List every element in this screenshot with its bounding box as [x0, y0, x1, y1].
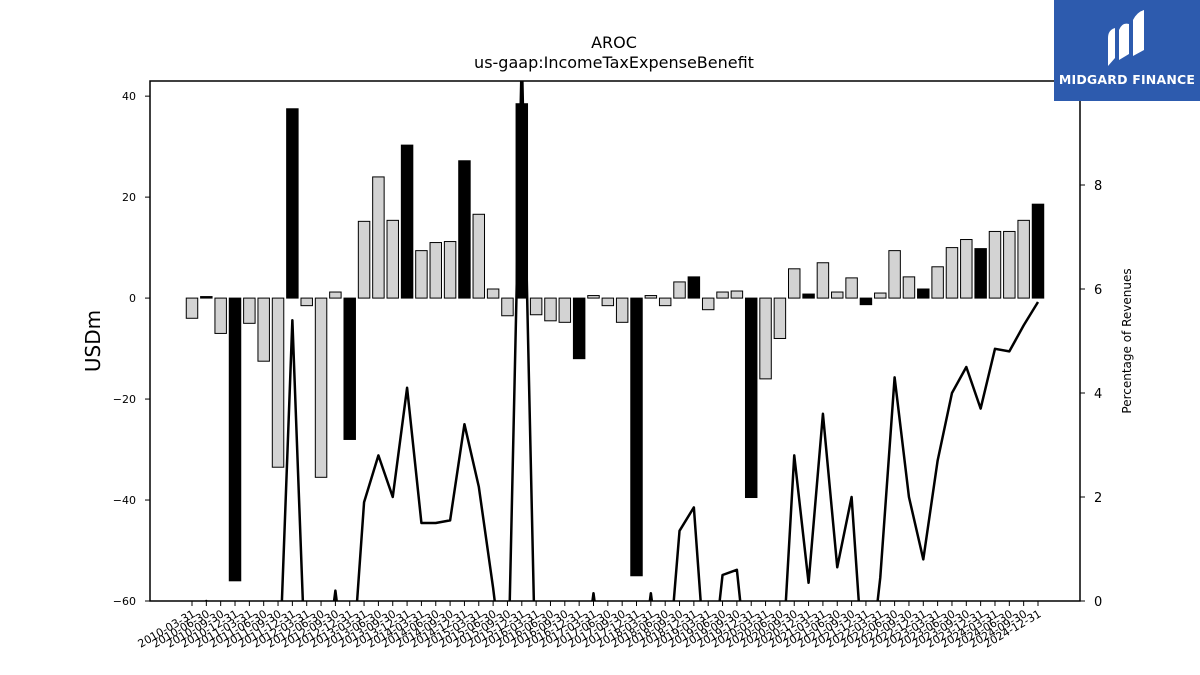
- y2-tick-label: 8: [1094, 179, 1102, 194]
- bar-2018-09-30: [673, 281, 686, 299]
- y2-tick-label: 4: [1094, 387, 1102, 402]
- logo-text: MIDGARD FINANCE: [1058, 72, 1196, 87]
- bar-2011-06-30: [257, 297, 270, 362]
- y-tick-label: 20: [122, 191, 136, 204]
- y-tick-label: −40: [113, 494, 136, 507]
- bar-2019-03-31: [701, 297, 715, 311]
- bar-2024-09-30: [1017, 219, 1030, 299]
- bar-2013-03-31: [357, 220, 371, 299]
- bar-2010-06-30: [200, 296, 213, 299]
- revenue-percentage-line: [205, 81, 1040, 601]
- y2-tick-label: 0: [1094, 595, 1102, 610]
- bar-2018-03-31: [644, 295, 658, 299]
- bar-2019-12-31: [744, 297, 758, 499]
- bar-2024-12-31: [1031, 203, 1045, 299]
- bar-2015-09-30: [501, 297, 514, 317]
- midgard-logo-icon: [1108, 10, 1144, 66]
- plot-frame: [149, 80, 1081, 602]
- bar-2012-03-31: [300, 297, 313, 307]
- y2-axis-label: Percentage of Revenues: [1120, 268, 1134, 413]
- bar-2016-09-30: [558, 297, 572, 323]
- bar-2010-12-31: [228, 297, 242, 582]
- bar-2019-06-30: [716, 291, 729, 299]
- bar-2022-03-31: [874, 292, 887, 299]
- y2-tick-label: 6: [1094, 283, 1102, 298]
- bar-2024-03-31: [988, 230, 1002, 299]
- bar-2012-09-30: [329, 291, 342, 299]
- bar-2023-03-31: [931, 266, 944, 299]
- bar-2014-12-31: [458, 160, 471, 299]
- bar-2014-09-30: [443, 241, 457, 299]
- bar-2014-03-31: [415, 250, 428, 299]
- bar-2020-03-31: [759, 297, 772, 380]
- chart-subtitle: us-gaap:IncomeTaxExpenseBenefit: [474, 53, 754, 72]
- bar-2020-12-31: [802, 293, 815, 299]
- bar-2014-06-30: [429, 242, 442, 299]
- chart-title: AROC: [591, 33, 637, 52]
- midgard-logo: MIDGARD FINANCE: [1054, 0, 1200, 101]
- bar-2021-06-30: [831, 291, 844, 299]
- bar-2011-12-31: [286, 108, 299, 299]
- bar-2022-09-30: [902, 276, 916, 299]
- bar-2023-09-30: [960, 239, 973, 299]
- y2-tick-label: 2: [1094, 491, 1102, 506]
- bar-2024-06-30: [1003, 230, 1016, 299]
- bar-2015-03-31: [472, 213, 486, 299]
- bar-2013-06-30: [372, 176, 385, 299]
- bar-2018-06-30: [658, 297, 672, 307]
- bar-2011-09-30: [271, 297, 285, 468]
- bar-2017-06-30: [601, 297, 615, 307]
- bar-2017-09-30: [615, 297, 629, 323]
- bar-2010-09-30: [214, 297, 227, 334]
- bar-2020-06-30: [773, 297, 787, 339]
- bar-2017-03-31: [587, 295, 600, 299]
- bar-2016-12-31: [572, 297, 586, 360]
- y-axis-label: USDm: [81, 310, 105, 372]
- bar-2016-06-30: [544, 297, 557, 322]
- bar-2019-09-30: [730, 290, 744, 299]
- bar-2011-03-31: [243, 297, 256, 324]
- y-tick-label: 0: [129, 292, 136, 305]
- bar-2022-06-30: [888, 250, 901, 299]
- bar-2018-12-31: [687, 276, 701, 299]
- y-tick-label: 40: [122, 90, 136, 103]
- bar-2020-09-30: [788, 268, 801, 299]
- bar-2021-12-31: [859, 297, 873, 306]
- y-tick-label: −60: [113, 595, 136, 608]
- bar-2013-12-31: [400, 144, 414, 299]
- bar-2012-12-31: [343, 297, 356, 440]
- bar-2021-03-31: [816, 262, 830, 299]
- bar-2010-03-31: [185, 297, 199, 319]
- bar-2023-06-30: [945, 247, 959, 299]
- bar-2015-06-30: [486, 288, 500, 299]
- bar-2013-09-30: [386, 219, 399, 299]
- bar-2012-06-30: [314, 297, 328, 478]
- bar-2022-12-31: [917, 288, 930, 299]
- y-tick-label: −20: [113, 393, 136, 406]
- bar-2023-12-31: [974, 248, 987, 299]
- bar-2021-09-30: [845, 277, 858, 299]
- bar-2017-12-31: [630, 297, 643, 577]
- bar-2016-03-31: [529, 297, 543, 316]
